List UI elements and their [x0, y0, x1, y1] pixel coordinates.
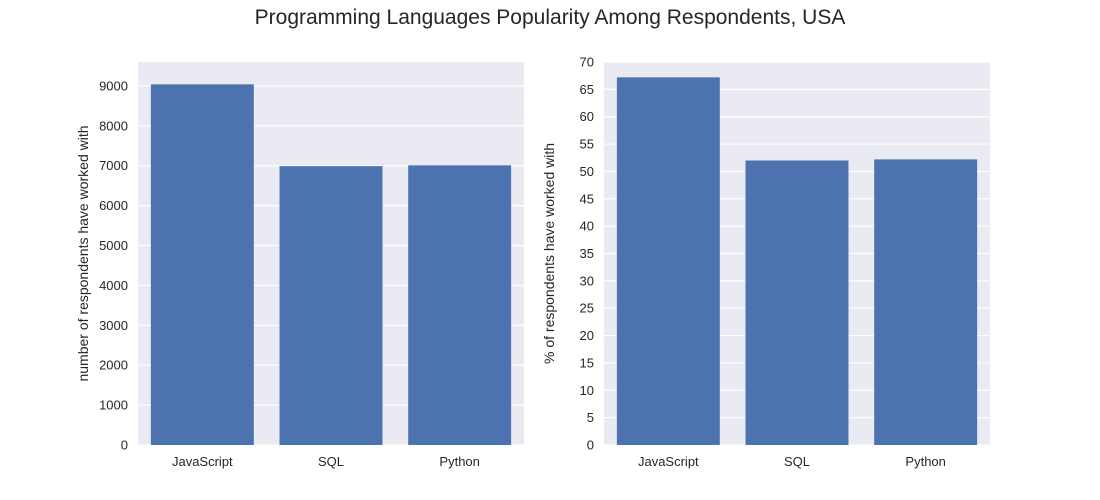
count-y-tick-label: 9000 [99, 78, 128, 93]
percent-y-tick-label: 0 [587, 438, 594, 453]
percent-y-tick-label: 30 [580, 273, 594, 288]
percent-x-tick-label: Python [905, 454, 945, 469]
count-y-axis-label: number of respondents have worked with [75, 125, 91, 381]
count-x-tick-label: JavaScript [172, 454, 233, 469]
percent-y-tick-label: 55 [580, 137, 594, 152]
count-y-tick-label: 4000 [99, 278, 128, 293]
percent-y-tick-label: 50 [580, 164, 594, 179]
percent-bar-sql [745, 160, 849, 445]
count-y-tick-label: 8000 [99, 118, 128, 133]
percent-y-tick-label: 45 [580, 191, 594, 206]
count-bar-python [408, 165, 512, 446]
chart-count: 0 1000 2000 3000 4000 5000 6000 7000 8000 9000 Jav… [75, 62, 524, 469]
count-y-tick-label: 5000 [99, 238, 128, 253]
percent-x-tick-label: JavaScript [638, 454, 699, 469]
chart-percent: 0 5 10 15 20 25 30 35 40 45 50 55 60 65 70 JavaScript SQ… [541, 55, 990, 469]
count-y-tick-label: 2000 [99, 358, 128, 373]
percent-y-tick-label: 60 [580, 109, 594, 124]
count-x-tick-label: SQL [318, 454, 344, 469]
count-bar-javascript [150, 84, 254, 445]
count-y-tick-label: 3000 [99, 318, 128, 333]
percent-y-tick-label: 65 [580, 82, 594, 97]
percent-y-tick-label: 35 [580, 246, 594, 261]
percent-x-tick-label: SQL [784, 454, 810, 469]
count-y-tick-label: 0 [121, 438, 128, 453]
percent-y-tick-label: 40 [580, 219, 594, 234]
count-y-tick-label: 1000 [99, 398, 128, 413]
percent-bar-javascript [616, 77, 720, 445]
figure-title: Programming Languages Popularity Among R… [254, 6, 846, 29]
percent-y-tick-label: 5 [587, 410, 594, 425]
percent-y-axis-label: % of respondents have worked with [541, 143, 557, 364]
count-x-tick-label: Python [439, 454, 479, 469]
count-y-tick-label: 6000 [99, 198, 128, 213]
percent-y-tick-label: 70 [580, 55, 594, 70]
percent-y-tick-label: 15 [580, 355, 594, 370]
count-bar-sql [279, 166, 383, 446]
percent-y-tick-label: 25 [580, 301, 594, 316]
count-y-tick-label: 7000 [99, 158, 128, 173]
percent-bar-python [874, 159, 978, 446]
percent-y-tick-label: 20 [580, 328, 594, 343]
percent-y-tick-label: 10 [580, 383, 594, 398]
